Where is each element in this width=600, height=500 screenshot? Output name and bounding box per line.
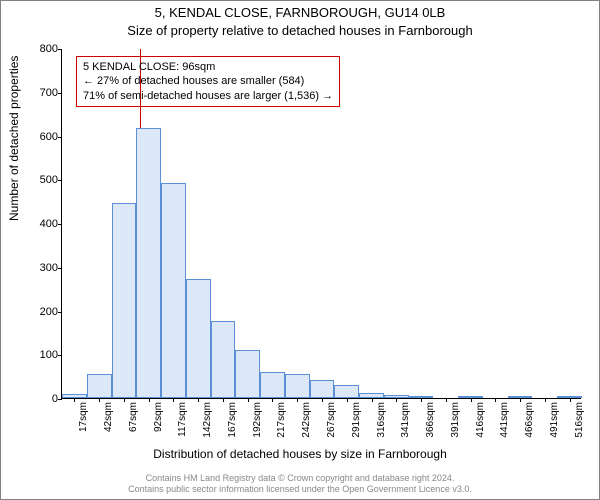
x-tick-label: 466sqm: [524, 402, 535, 438]
x-tick-mark: [198, 398, 199, 402]
x-tick-mark: [248, 398, 249, 402]
histogram-bar: [186, 279, 211, 398]
x-tick-mark: [446, 398, 447, 402]
x-tick-mark: [495, 398, 496, 402]
x-tick-label: 366sqm: [425, 402, 436, 438]
chart-title: Size of property relative to detached ho…: [1, 23, 599, 38]
x-tick-label: 441sqm: [499, 402, 510, 438]
y-axis-label: Number of detached properties: [7, 56, 21, 221]
x-tick-mark: [124, 398, 125, 402]
y-tick-mark: [58, 399, 62, 400]
x-tick-label: 217sqm: [276, 402, 287, 438]
x-tick-label: 267sqm: [326, 402, 337, 438]
x-tick-label: 92sqm: [153, 402, 164, 432]
y-tick-mark: [58, 312, 62, 313]
histogram-bar: [334, 385, 359, 398]
x-tick-mark: [396, 398, 397, 402]
x-tick-label: 117sqm: [177, 402, 188, 437]
y-tick-label: 700: [40, 87, 58, 99]
chart-supertitle: 5, KENDAL CLOSE, FARNBOROUGH, GU14 0LB: [1, 5, 599, 20]
y-tick-label: 200: [40, 306, 58, 318]
x-tick-mark: [322, 398, 323, 402]
histogram-bar: [310, 380, 335, 398]
histogram-bar: [87, 374, 112, 398]
y-tick-mark: [58, 224, 62, 225]
histogram-bar: [161, 183, 186, 398]
annotation-box: 5 KENDAL CLOSE: 96sqm ← 27% of detached …: [76, 56, 340, 107]
y-tick-label: 100: [40, 349, 58, 361]
y-tick-label: 600: [40, 131, 58, 143]
x-tick-label: 516sqm: [574, 402, 585, 438]
histogram-bar: [235, 350, 260, 398]
x-tick-mark: [520, 398, 521, 402]
annotation-line-1: 5 KENDAL CLOSE: 96sqm: [83, 60, 333, 74]
x-tick-mark: [223, 398, 224, 402]
attribution-line-1: Contains HM Land Registry data © Crown c…: [1, 473, 599, 484]
histogram-bar: [112, 203, 137, 398]
y-tick-mark: [58, 93, 62, 94]
histogram-bar: [211, 321, 236, 398]
annotation-line-2: ← 27% of detached houses are smaller (58…: [83, 74, 333, 88]
histogram-bar: [285, 374, 310, 398]
x-tick-mark: [99, 398, 100, 402]
x-tick-label: 291sqm: [351, 402, 362, 438]
x-tick-label: 142sqm: [202, 402, 213, 438]
x-tick-mark: [421, 398, 422, 402]
y-tick-mark: [58, 180, 62, 181]
y-tick-mark: [58, 268, 62, 269]
x-tick-label: 391sqm: [450, 402, 461, 438]
histogram-bar: [260, 372, 285, 398]
attribution-text: Contains HM Land Registry data © Crown c…: [1, 473, 599, 495]
x-tick-label: 491sqm: [549, 402, 560, 438]
x-tick-mark: [74, 398, 75, 402]
attribution-line-2: Contains public sector information licen…: [1, 484, 599, 495]
y-tick-mark: [58, 137, 62, 138]
x-tick-label: 42sqm: [103, 402, 114, 432]
y-tick-label: 300: [40, 262, 58, 274]
x-tick-mark: [173, 398, 174, 402]
y-tick-mark: [58, 49, 62, 50]
annotation-line-3: 71% of semi-detached houses are larger (…: [83, 89, 333, 103]
x-tick-mark: [297, 398, 298, 402]
x-tick-mark: [471, 398, 472, 402]
y-tick-mark: [58, 355, 62, 356]
chart-container: 5, KENDAL CLOSE, FARNBOROUGH, GU14 0LB S…: [0, 0, 600, 500]
x-tick-label: 316sqm: [376, 402, 387, 438]
x-tick-mark: [545, 398, 546, 402]
x-tick-label: 416sqm: [475, 402, 486, 438]
y-tick-label: 400: [40, 218, 58, 230]
x-axis-label: Distribution of detached houses by size …: [1, 447, 599, 461]
x-tick-mark: [570, 398, 571, 402]
x-tick-label: 242sqm: [301, 402, 312, 438]
x-tick-mark: [347, 398, 348, 402]
x-tick-label: 17sqm: [78, 402, 89, 432]
x-tick-label: 167sqm: [227, 402, 238, 438]
x-tick-mark: [272, 398, 273, 402]
y-tick-label: 800: [40, 43, 58, 55]
x-tick-label: 67sqm: [128, 402, 139, 432]
x-tick-label: 192sqm: [252, 402, 263, 438]
y-tick-label: 500: [40, 174, 58, 186]
x-tick-label: 341sqm: [400, 402, 411, 438]
x-tick-mark: [149, 398, 150, 402]
histogram-bar: [136, 128, 161, 398]
x-tick-mark: [372, 398, 373, 402]
